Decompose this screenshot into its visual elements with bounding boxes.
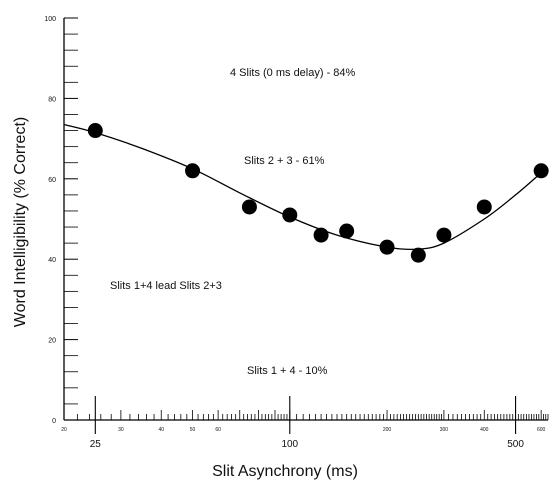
x-major-tick-label: 100 [281, 439, 298, 450]
data-point [87, 123, 103, 139]
data-point [339, 223, 355, 239]
data-point [282, 207, 298, 223]
x-minor-tick-label: 20 [61, 427, 67, 433]
x-minor-tick-label: 30 [118, 427, 124, 433]
y-axis-title: Word Intelligibility (% Correct) [12, 117, 29, 327]
fit-curve [63, 123, 542, 251]
data-point [185, 163, 201, 179]
fit-curve-group [63, 123, 542, 251]
x-minor-tick-label: 600 [537, 427, 546, 433]
annotation-slits-1-4-lead: Slits 1+4 lead Slits 2+3 [110, 280, 222, 292]
axes [63, 18, 548, 421]
x-minor-tick-label: 300 [440, 427, 449, 433]
data-point [476, 199, 492, 215]
data-point [436, 227, 452, 243]
data-point [241, 199, 257, 215]
x-minor-tick-label: 60 [215, 427, 221, 433]
annotation-slits-2-3: Slits 2 + 3 - 61% [244, 155, 325, 167]
data-points [87, 123, 549, 263]
ticks: 0 20 40 60 80 100 25 100 500 20 30 40 50 60 200 300 400 6… [44, 16, 549, 450]
y-tick-label: 60 [48, 177, 56, 184]
x-minor-tick-label: 50 [190, 427, 196, 433]
x-major-tick-label: 500 [507, 439, 524, 450]
y-tick-label: 20 [48, 338, 56, 345]
annotation-slits-1-4: Slits 1 + 4 - 10% [247, 365, 328, 377]
x-minor-tick-label: 400 [480, 427, 489, 433]
x-axis-title: Slit Asynchrony (ms) [212, 463, 358, 480]
x-major-tick-label: 25 [90, 439, 102, 450]
x-minor-tick-label: 40 [158, 427, 164, 433]
y-tick-label: 80 [48, 96, 56, 103]
data-point [533, 163, 549, 179]
data-point [379, 239, 395, 255]
y-tick-label: 100 [44, 16, 56, 23]
y-tick-label: 40 [48, 257, 56, 264]
y-tick-label: 0 [52, 418, 56, 425]
x-minor-tick-label: 200 [383, 427, 392, 433]
annotation-four-slits: 4 Slits (0 ms delay) - 84% [230, 67, 356, 79]
data-point [410, 247, 426, 263]
data-point [313, 227, 329, 243]
